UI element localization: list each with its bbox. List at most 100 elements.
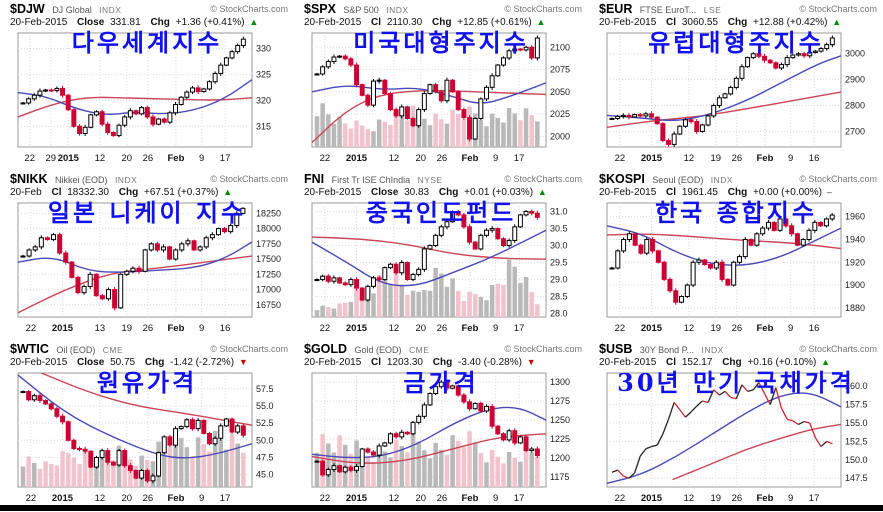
chart-panel: © StockCharts.com $SPX S&P 500 INDX 20-F… xyxy=(294,0,588,166)
close-value: 30.83 xyxy=(404,187,430,198)
close-value: 18332.30 xyxy=(67,187,109,198)
svg-text:2700: 2700 xyxy=(845,126,865,136)
chart-panel: © StockCharts.com $GOLD Gold (EOD) CME 2… xyxy=(294,340,588,506)
price-chart[interactable]: 160.0 157.5 155.0 152.5 150.0 147.5 22 2015 12 19… xyxy=(589,370,883,508)
svg-text:17: 17 xyxy=(514,153,525,164)
close-value: 2110.30 xyxy=(386,17,423,28)
price-chart[interactable]: 330 325 320 315 22 29 2015 12 20 26 Feb 9 17 xyxy=(0,30,294,168)
price-chart[interactable]: 1960 1940 1920 1900 1880 22 2015 12 19 26 Feb 9 16 xyxy=(589,200,883,338)
svg-text:17250: 17250 xyxy=(256,269,281,279)
stockcharts-copyright: © StockCharts.com xyxy=(799,174,877,184)
chg-label: Chg xyxy=(727,17,748,28)
close-value: 1203.30 xyxy=(386,357,423,368)
chg-value: +0.01 (+0.03%) xyxy=(464,187,534,198)
svg-text:Feb: Feb xyxy=(757,323,774,334)
svg-text:12: 12 xyxy=(389,493,400,504)
svg-text:9: 9 xyxy=(493,323,498,334)
stockcharts-copyright: © StockCharts.com xyxy=(504,4,582,14)
quote-line: 20-Feb-2015 Close 50.75 Chg -1.42 (-2.72… xyxy=(0,356,294,369)
price-chart[interactable]: 3000 2900 2800 2700 22 2015 12 19 26 Feb 9 16 xyxy=(589,30,883,168)
svg-text:29.0: 29.0 xyxy=(550,275,568,285)
ticker-symbol[interactable]: $EUR xyxy=(599,2,633,16)
chg-value: +12.85 (+0.61%) xyxy=(457,17,532,28)
bottom-divider xyxy=(0,505,883,511)
chart-panel: © StockCharts.com $DJW DJ Global INDX 20… xyxy=(0,0,294,166)
svg-text:Feb: Feb xyxy=(462,323,479,334)
svg-text:22: 22 xyxy=(320,323,331,334)
quote-line: 20-Feb-2015 Cl 152.17 Chg +0.16 (+0.10%)… xyxy=(589,356,883,369)
close-value: 1961.45 xyxy=(681,187,718,198)
svg-text:12: 12 xyxy=(684,493,695,504)
chg-label: Chg xyxy=(722,357,742,368)
svg-text:22: 22 xyxy=(615,493,626,504)
svg-text:Feb: Feb xyxy=(462,153,479,164)
svg-text:19: 19 xyxy=(711,153,722,164)
svg-text:17500: 17500 xyxy=(256,254,281,264)
quote-date: 20-Feb xyxy=(10,187,42,198)
chg-value: +1.36 (+0.41%) xyxy=(175,17,245,28)
svg-text:Feb: Feb xyxy=(168,323,185,334)
close-value: 152.17 xyxy=(681,357,713,368)
svg-text:9: 9 xyxy=(788,493,793,504)
exchange-label: INDX xyxy=(710,175,734,185)
chart-panel: © StockCharts.com $KOSPI Seoul (EOD) IND… xyxy=(589,170,883,336)
svg-text:22: 22 xyxy=(24,153,35,164)
svg-text:20: 20 xyxy=(416,153,427,164)
chart-header: © StockCharts.com $NIKK Nikkei (EOD) IND… xyxy=(0,170,294,186)
svg-text:57.5: 57.5 xyxy=(256,384,274,394)
ticker-symbol[interactable]: $KOSPI xyxy=(599,172,645,186)
svg-text:2050: 2050 xyxy=(550,87,570,97)
svg-text:1880: 1880 xyxy=(845,303,865,313)
chg-label: Chg xyxy=(432,17,452,28)
svg-text:1960: 1960 xyxy=(845,212,865,222)
svg-text:9: 9 xyxy=(199,493,204,504)
svg-text:18250: 18250 xyxy=(256,208,281,218)
svg-text:18000: 18000 xyxy=(256,224,281,234)
ticker-symbol[interactable]: $SPX xyxy=(304,2,336,16)
ticker-symbol[interactable]: $DJW xyxy=(10,2,45,16)
svg-text:2800: 2800 xyxy=(845,101,865,111)
close-label: Cl xyxy=(666,187,677,198)
ticker-symbol[interactable]: $WTIC xyxy=(10,342,49,356)
chart-panel: © StockCharts.com $USB 30Y Bond P... IND… xyxy=(589,340,883,506)
chart-header: © StockCharts.com $GOLD Gold (EOD) CME xyxy=(294,340,588,356)
svg-text:2015: 2015 xyxy=(641,493,663,504)
svg-text:20: 20 xyxy=(416,323,427,334)
quote-date: 20-Feb-2015 xyxy=(599,187,657,198)
change-direction-icon: ▲ xyxy=(832,17,842,27)
svg-text:157.5: 157.5 xyxy=(845,400,868,410)
svg-text:2000: 2000 xyxy=(550,131,570,141)
svg-text:28.5: 28.5 xyxy=(550,292,568,302)
plot-area: 2100 2075 2050 2025 2000 22 2015 12 20 26 Feb 9 17 미… xyxy=(294,30,588,168)
svg-text:9: 9 xyxy=(199,153,204,164)
ticker-symbol[interactable]: $NIKK xyxy=(10,172,48,186)
svg-text:52.5: 52.5 xyxy=(256,418,274,428)
price-chart[interactable]: 1300 1275 1250 1225 1200 1175 22 2015 12 20 26 Feb 9… xyxy=(294,370,588,508)
stockcharts-copyright: © StockCharts.com xyxy=(210,4,288,14)
price-chart[interactable]: 57.5 55.0 52.5 50.0 47.5 45.0 22 2015 12 20 26 Feb 9… xyxy=(0,370,294,508)
svg-text:19: 19 xyxy=(122,323,133,334)
price-chart[interactable]: 31.0 30.5 30.0 29.5 29.0 28.5 28.0 22 2015 12 20 26… xyxy=(294,200,588,338)
ticker-name: Gold (EOD) xyxy=(354,345,402,355)
price-chart[interactable]: 18250 18000 17750 17500 17250 17000 16750 22 201… xyxy=(0,200,294,338)
chart-header: © StockCharts.com $DJW DJ Global INDX xyxy=(0,0,294,16)
quote-line: 20-Feb-2015 Close 331.81 Chg +1.36 (+0.4… xyxy=(0,16,294,29)
chg-value: -1.42 (-2.72%) xyxy=(170,357,235,368)
ticker-symbol[interactable]: $GOLD xyxy=(304,342,348,356)
ticker-symbol[interactable]: $USB xyxy=(599,342,633,356)
svg-text:1940: 1940 xyxy=(845,234,865,244)
quote-date: 20-Feb-2015 xyxy=(304,357,362,368)
svg-text:2015: 2015 xyxy=(641,153,663,164)
price-chart[interactable]: 2100 2075 2050 2025 2000 22 2015 12 20 26 Feb 9 17 xyxy=(294,30,588,168)
plot-area: 330 325 320 315 22 29 2015 12 20 26 Feb 9 17 다우세계지수 xyxy=(0,30,294,168)
ticker-name: First Tr ISE ChIndia xyxy=(331,175,411,185)
svg-text:325: 325 xyxy=(256,69,271,79)
svg-text:Feb: Feb xyxy=(757,493,774,504)
svg-text:9: 9 xyxy=(788,323,793,334)
ticker-symbol[interactable]: FNI xyxy=(304,172,325,186)
svg-text:1175: 1175 xyxy=(550,472,569,482)
change-direction-icon: ▲ xyxy=(821,357,831,367)
svg-text:29: 29 xyxy=(45,153,56,164)
svg-text:2015: 2015 xyxy=(52,323,74,334)
svg-text:2015: 2015 xyxy=(346,323,368,334)
